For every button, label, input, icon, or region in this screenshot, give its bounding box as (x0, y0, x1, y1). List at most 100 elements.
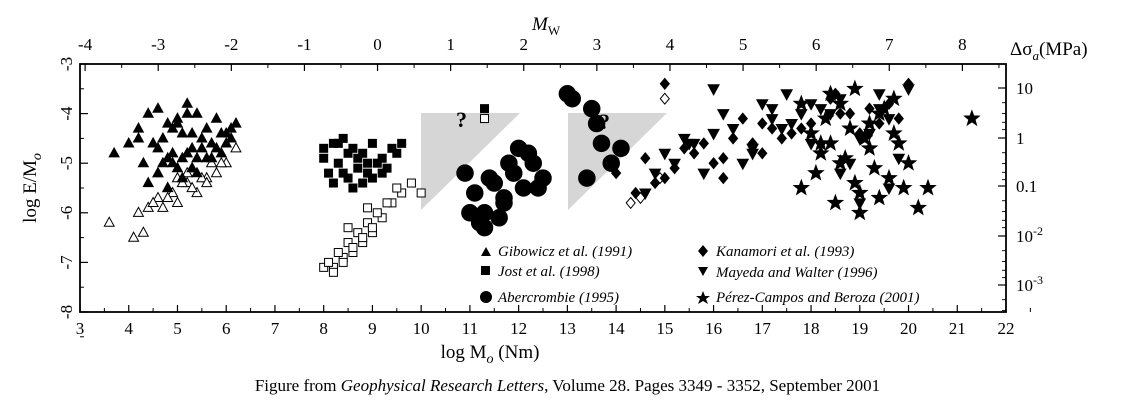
data-point-triangle-down (765, 104, 779, 116)
data-point-triangle-up (186, 181, 198, 193)
data-point-circle (587, 114, 606, 133)
data-point-star (821, 84, 840, 102)
data-point-square (324, 257, 334, 267)
data-point-triangle-down (775, 124, 789, 136)
data-point-triangle-up (186, 126, 198, 138)
data-point-square (377, 168, 387, 178)
data-point-square (480, 114, 490, 124)
x-tick-label: 4 (124, 319, 133, 338)
figure-caption: Figure from Geophysical Research Letters… (0, 376, 1135, 396)
data-point-diamond (874, 117, 885, 130)
top-tick-label: -4 (78, 35, 93, 54)
data-point-triangle-up (210, 112, 223, 123)
data-point-star (807, 163, 825, 181)
data-point-star (875, 99, 893, 117)
data-point-triangle-up (137, 226, 150, 237)
caption-journal: Geophysical Research Letters (340, 376, 545, 395)
legend-marker-square (481, 266, 490, 275)
data-point-star (885, 89, 903, 107)
legend-label-mayeda: Mayeda and Walter (1996) (715, 265, 878, 281)
data-point-star (870, 188, 889, 206)
data-point-diamond (610, 166, 622, 180)
data-point-triangle-down (755, 99, 769, 111)
y-axis-ticks: -3 -4 -5 -6 -7 -8 (57, 57, 88, 338)
data-point-triangle-up (186, 141, 198, 153)
data-point-square (333, 158, 343, 168)
data-point-triangle-up (181, 107, 194, 118)
data-point-square (406, 178, 416, 188)
x-tick-label: 8 (319, 319, 328, 338)
data-point-triangle-up (108, 146, 120, 158)
top-tick-label: -3 (151, 35, 165, 54)
right-tick-label: 1 (1016, 129, 1025, 148)
data-point-square (377, 213, 387, 223)
x-tick-label: 20 (900, 319, 917, 338)
data-point-diamond (640, 152, 651, 165)
data-point-diamond (718, 152, 729, 165)
data-point-diamond (698, 137, 709, 150)
data-point-triangle-up (157, 156, 169, 168)
data-point-triangle-down (682, 138, 696, 151)
data-point-square (343, 173, 353, 183)
data-point-square (372, 158, 382, 168)
data-point-star (851, 183, 869, 201)
top-tick-label: 7 (885, 35, 894, 54)
data-point-star (836, 148, 854, 166)
data-point-star (919, 178, 937, 196)
data-point-square (319, 262, 329, 272)
data-point-star (899, 153, 918, 171)
data-point-square (319, 153, 329, 163)
data-point-star (894, 178, 913, 196)
data-point-circle (490, 209, 508, 227)
data-point-triangle-up (200, 122, 213, 133)
data-point-square (363, 203, 373, 213)
data-point-triangle-up (166, 122, 179, 133)
data-point-triangle-down (780, 89, 794, 101)
data-point-diamond (864, 102, 875, 115)
data-point-square (387, 143, 397, 153)
x-tick-label: 11 (462, 319, 478, 338)
data-point-star (816, 109, 835, 127)
data-point-diamond (625, 196, 636, 210)
y-tick-label: -4 (57, 106, 76, 121)
legend-label-abercrombie: Abercrombie (1995) (497, 290, 619, 306)
data-point-square (319, 143, 329, 153)
data-point-triangle-up (103, 216, 116, 227)
data-point-triangle-down (872, 89, 886, 101)
data-point-triangle-up (225, 122, 237, 133)
data-point-diamond (766, 122, 778, 135)
data-point-square (363, 158, 373, 168)
legend-marker-diamond (698, 245, 708, 257)
data-point-triangle-up (132, 131, 145, 143)
data-point-diamond (659, 77, 670, 90)
shaded-region-left (421, 113, 520, 210)
data-point-triangle-down (746, 143, 759, 156)
data-point-circle (495, 194, 513, 212)
data-point-triangle-up (132, 206, 145, 217)
data-point-square (392, 148, 402, 158)
data-point-triangle-up (215, 156, 228, 168)
data-point-circle (500, 154, 518, 172)
top-tick-label: 0 (373, 35, 382, 54)
x-tick-label: 14 (608, 319, 626, 338)
data-point-square (338, 257, 348, 267)
data-point-star (802, 124, 820, 141)
data-point-triangle-down (697, 168, 711, 181)
data-point-star (860, 114, 879, 131)
data-point-square (367, 138, 377, 148)
data-point-triangle-up (142, 107, 155, 118)
right-tick-label: 10-3 (1016, 273, 1043, 295)
data-point-square (372, 208, 382, 218)
data-point-triangle-down (794, 109, 808, 121)
legend: Gibowicz et al. (1991) Jost et al. (1998… (480, 244, 919, 306)
data-point-square (392, 183, 402, 193)
x-tick-label: 5 (173, 319, 182, 338)
x-tick-label: 3 (76, 319, 85, 338)
legend-entry-jost: Jost et al. (1998) (481, 264, 600, 280)
data-point-diamond (893, 112, 904, 125)
data-point-circle (612, 139, 630, 158)
legend-label-jost: Jost et al. (1998) (498, 264, 600, 280)
data-point-star (909, 198, 928, 216)
x-tick-label: 7 (271, 319, 280, 338)
legend-marker-triangle-up (481, 247, 491, 256)
